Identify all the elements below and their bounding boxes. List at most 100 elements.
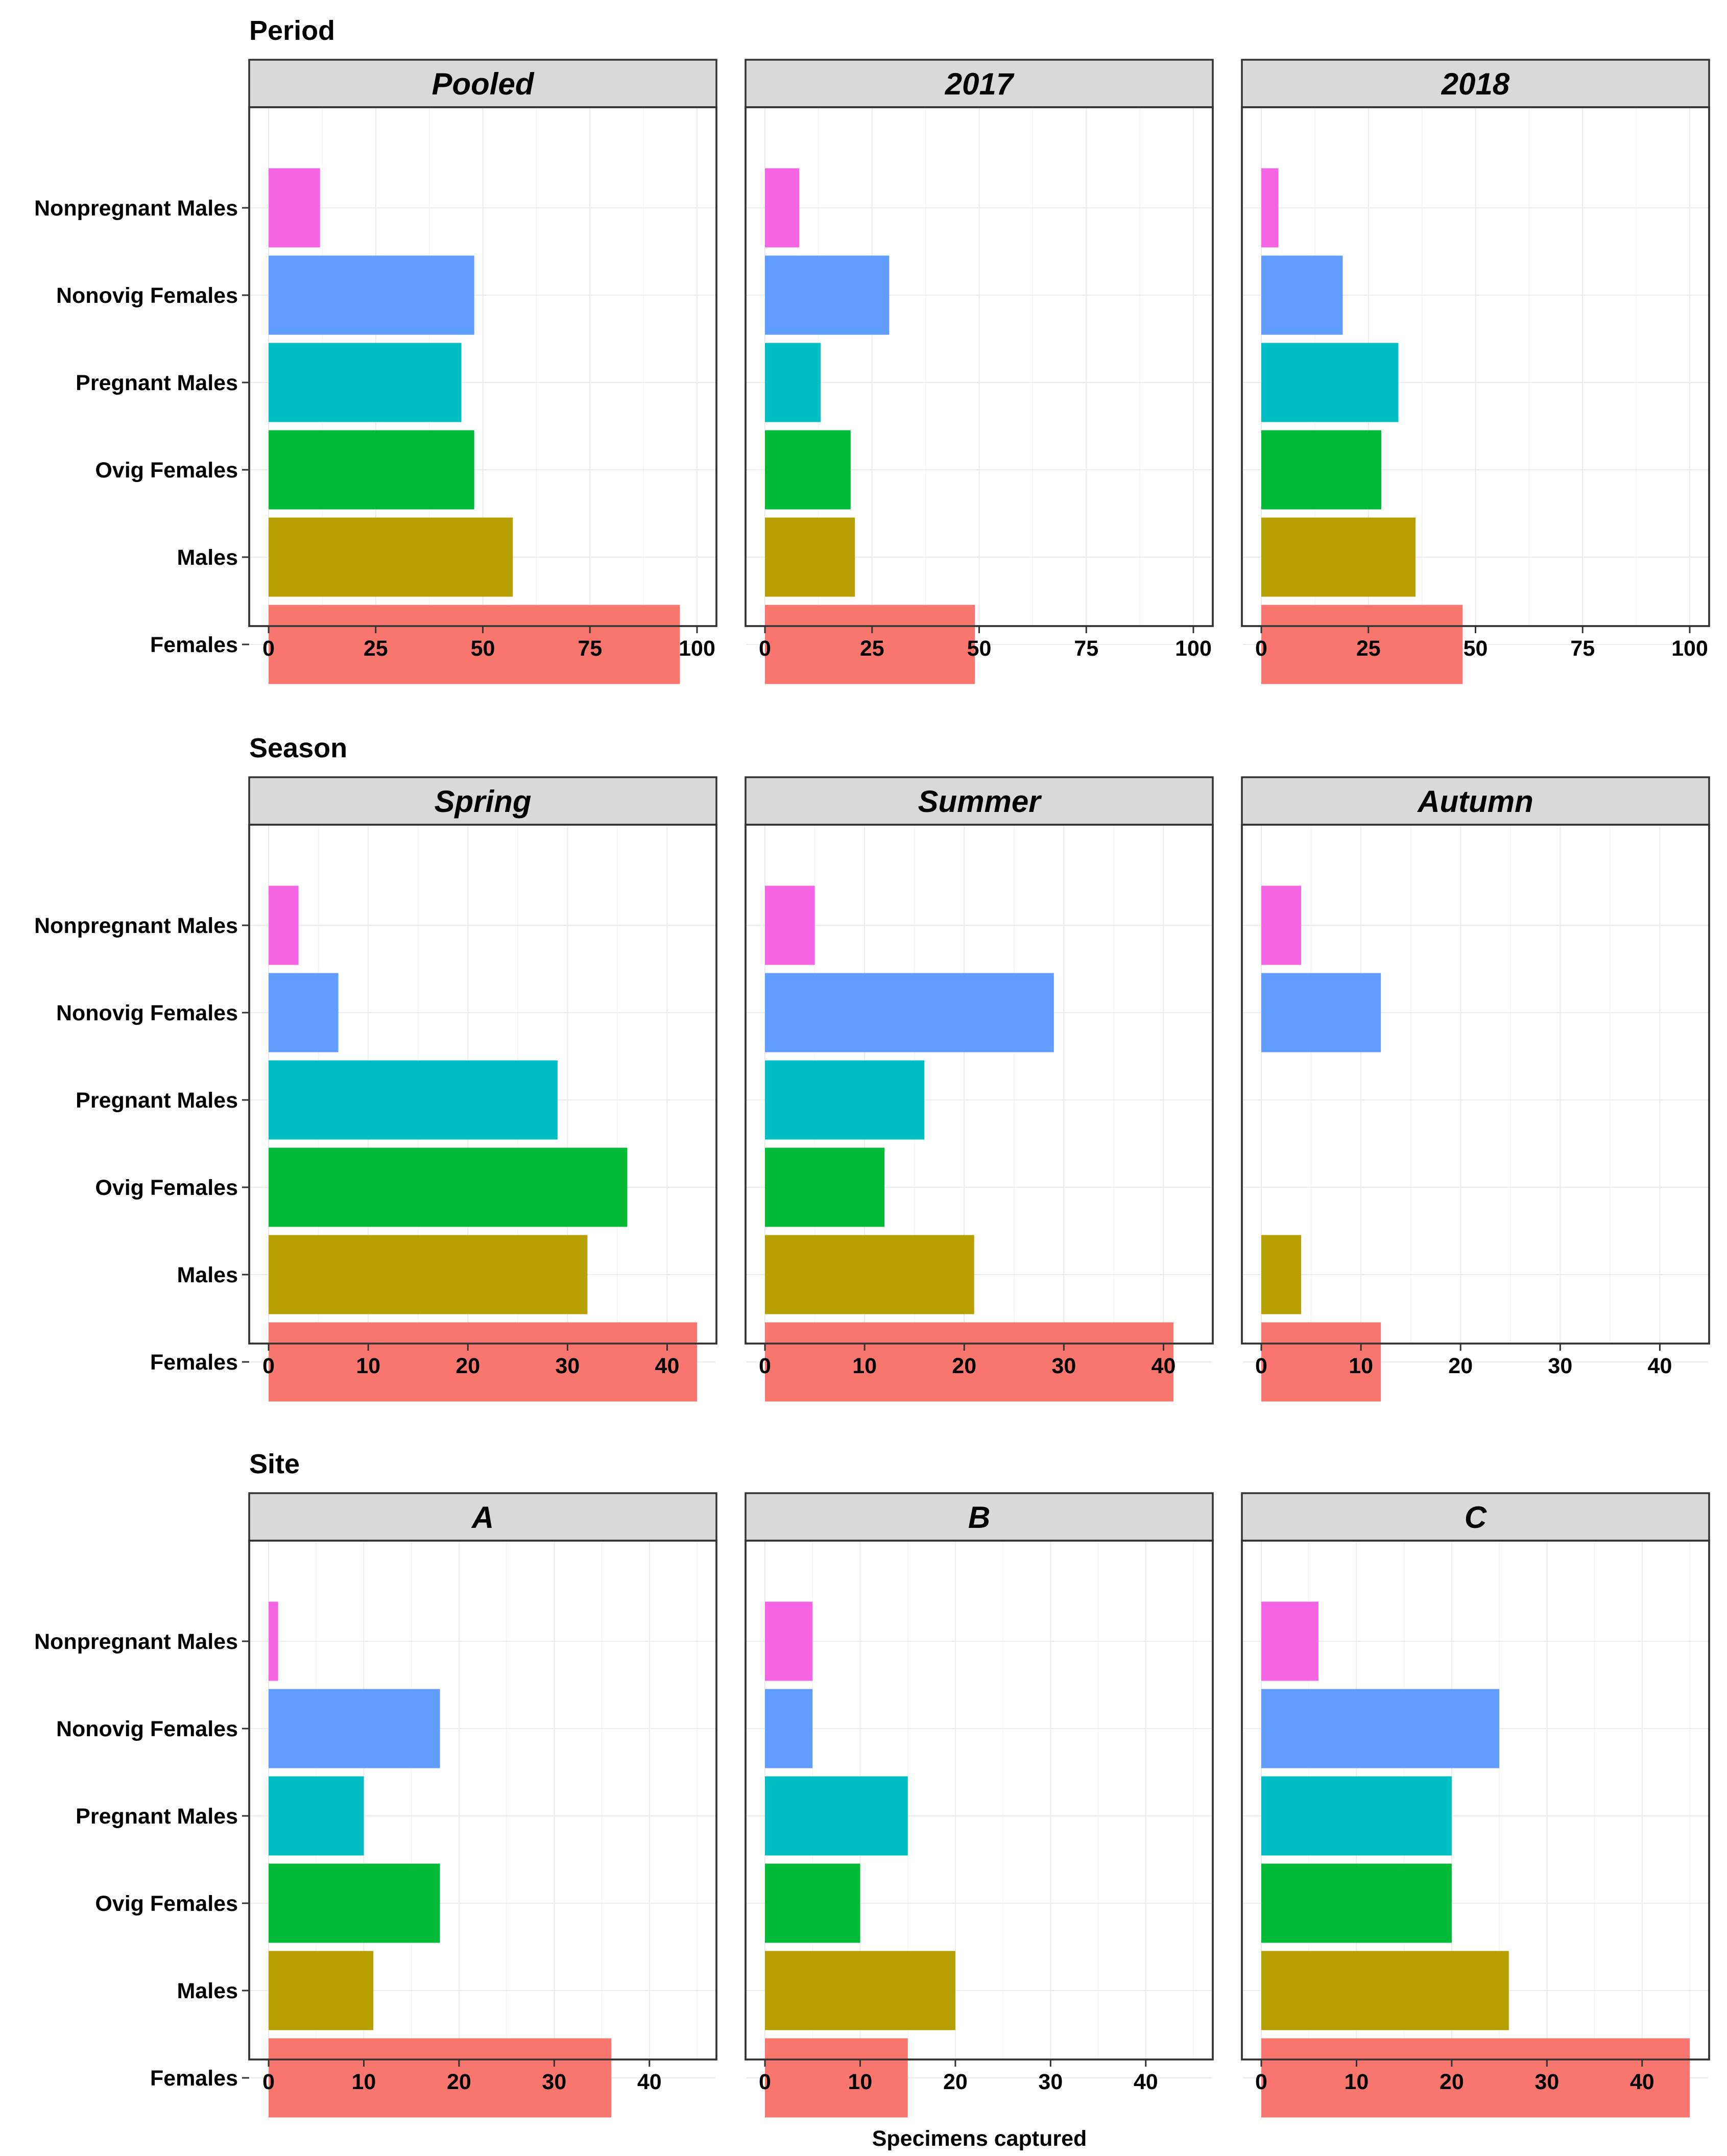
y-tick-label-nonovig-females: Nonovig Females bbox=[56, 283, 238, 308]
bar-pooled-pregnant-males bbox=[269, 343, 462, 422]
y-tick-label-pregnant-males: Pregnant Males bbox=[76, 1088, 238, 1113]
x-tick-label: 40 bbox=[655, 1354, 680, 1378]
panel-border bbox=[1241, 1540, 1710, 2061]
panel-border bbox=[745, 1540, 1214, 2061]
strip-spring bbox=[248, 776, 717, 826]
y-tick-label-ovig-females: Ovig Females bbox=[95, 1891, 238, 1916]
x-tick-label: 0 bbox=[262, 636, 275, 661]
x-tick-label: 40 bbox=[637, 2070, 662, 2094]
bar-spring-ovig-females bbox=[269, 1147, 628, 1227]
bar-b-females bbox=[765, 2038, 908, 2118]
y-tick-label-males: Males bbox=[177, 1263, 238, 1287]
strip-pooled bbox=[248, 59, 717, 108]
bar-b-males bbox=[765, 1951, 955, 2030]
bar-2017-nonovig-females bbox=[765, 255, 890, 335]
bar-a-pregnant-males bbox=[269, 1776, 364, 1856]
bar-b-pregnant-males bbox=[765, 1776, 908, 1856]
bar-summer-males bbox=[765, 1235, 974, 1314]
x-tick-label: 25 bbox=[364, 636, 388, 661]
x-tick-label: 40 bbox=[1630, 2070, 1654, 2094]
bar-pooled-females bbox=[269, 605, 680, 684]
x-tick-label: 75 bbox=[578, 636, 602, 661]
x-tick-label: 20 bbox=[952, 1354, 976, 1378]
strip-autumn bbox=[1241, 776, 1710, 826]
y-tick-label-females: Females bbox=[150, 633, 238, 657]
x-tick-label: 10 bbox=[356, 1354, 380, 1378]
x-tick-label: 30 bbox=[1038, 2070, 1063, 2094]
x-tick-label: 0 bbox=[759, 636, 771, 661]
bar-2018-ovig-females bbox=[1261, 430, 1381, 510]
bar-2017-pregnant-males bbox=[765, 343, 821, 422]
x-tick-label: 20 bbox=[455, 1354, 480, 1378]
bar-spring-nonovig-females bbox=[269, 973, 339, 1052]
bar-summer-females bbox=[765, 1322, 1173, 1402]
x-tick-label: 25 bbox=[860, 636, 884, 661]
bar-b-nonovig-females bbox=[765, 1689, 813, 1768]
strip-label-2018: 2018 bbox=[1441, 67, 1510, 101]
bar-b-nonpregnant-males bbox=[765, 1601, 813, 1681]
panel-border bbox=[248, 824, 717, 1345]
x-tick-label: 40 bbox=[1134, 2070, 1158, 2094]
y-tick-label-males: Males bbox=[177, 1979, 238, 2003]
bar-2018-nonovig-females bbox=[1261, 255, 1343, 335]
y-tick-label-ovig-females: Ovig Females bbox=[95, 458, 238, 483]
bar-autumn-nonovig-females bbox=[1261, 973, 1381, 1052]
bar-spring-males bbox=[269, 1235, 588, 1314]
x-tick-label: 30 bbox=[542, 2070, 566, 2094]
bar-b-ovig-females bbox=[765, 1863, 860, 1943]
x-tick-label: 100 bbox=[679, 636, 715, 661]
panel-spring: Spring 0 10 20 30 40 Nonpregnant Males Nonovig … bbox=[34, 776, 717, 1402]
row-title-period: Period bbox=[249, 15, 335, 46]
bar-spring-nonpregnant-males bbox=[269, 885, 299, 965]
x-tick-label: 40 bbox=[1648, 1354, 1672, 1378]
panel-border bbox=[745, 824, 1214, 1345]
x-tick-label: 20 bbox=[1440, 2070, 1464, 2094]
bar-2017-ovig-females bbox=[765, 430, 851, 510]
x-axis-title: Specimens captured bbox=[872, 2126, 1087, 2151]
x-tick-label: 30 bbox=[1548, 1354, 1572, 1378]
bar-2017-males bbox=[765, 517, 855, 597]
y-tick-label-males: Males bbox=[177, 545, 238, 570]
strip-label-2017: 2017 bbox=[945, 67, 1015, 101]
strip-label-b: B bbox=[968, 1500, 990, 1535]
strip-2017 bbox=[745, 59, 1214, 108]
y-tick-label-females: Females bbox=[150, 1350, 238, 1375]
bar-a-nonovig-females bbox=[269, 1689, 440, 1768]
bar-pooled-nonpregnant-males bbox=[269, 168, 320, 248]
strip-a bbox=[248, 1492, 717, 1542]
y-tick-label-females: Females bbox=[150, 2066, 238, 2091]
x-tick-label: 10 bbox=[1345, 2070, 1369, 2094]
bar-2018-pregnant-males bbox=[1261, 343, 1399, 422]
panel-area-autumn bbox=[1241, 824, 1710, 1345]
x-tick-label: 30 bbox=[555, 1354, 580, 1378]
bar-c-females bbox=[1261, 2038, 1690, 2118]
x-tick-label: 20 bbox=[447, 2070, 471, 2094]
x-tick-label: 0 bbox=[262, 1354, 275, 1378]
x-tick-label: 30 bbox=[1051, 1354, 1076, 1378]
x-tick-label: 10 bbox=[1349, 1354, 1373, 1378]
strip-2018 bbox=[1241, 59, 1710, 108]
bar-pooled-males bbox=[269, 517, 513, 597]
x-tick-label: 75 bbox=[1570, 636, 1595, 661]
y-tick-label-nonpregnant-males: Nonpregnant Males bbox=[34, 914, 238, 938]
panel-2017: 2017 0 25 50 75 100 bbox=[745, 59, 1214, 684]
panel-summer: Summer 0 10 20 30 40 bbox=[745, 776, 1214, 1402]
bar-autumn-males bbox=[1261, 1235, 1302, 1314]
x-tick-label: 30 bbox=[1534, 2070, 1559, 2094]
bar-spring-females bbox=[269, 1322, 697, 1402]
x-tick-label: 0 bbox=[759, 1354, 771, 1378]
panel-2018: 2018 0 25 50 75 100 bbox=[1241, 59, 1710, 684]
bar-c-males bbox=[1261, 1951, 1509, 2030]
strip-label-summer: Summer bbox=[918, 784, 1042, 819]
bar-pooled-nonovig-females bbox=[269, 255, 474, 335]
bar-c-nonovig-females bbox=[1261, 1689, 1500, 1768]
bar-autumn-females bbox=[1261, 1322, 1381, 1402]
x-tick-label: 75 bbox=[1074, 636, 1098, 661]
x-tick-label: 50 bbox=[967, 636, 992, 661]
bar-c-pregnant-males bbox=[1261, 1776, 1452, 1856]
x-tick-label: 0 bbox=[1255, 2070, 1267, 2094]
y-tick-label-nonpregnant-males: Nonpregnant Males bbox=[34, 1630, 238, 1654]
row-title-site: Site bbox=[249, 1449, 300, 1479]
strip-label-c: C bbox=[1465, 1500, 1488, 1535]
bar-2017-females bbox=[765, 605, 975, 684]
